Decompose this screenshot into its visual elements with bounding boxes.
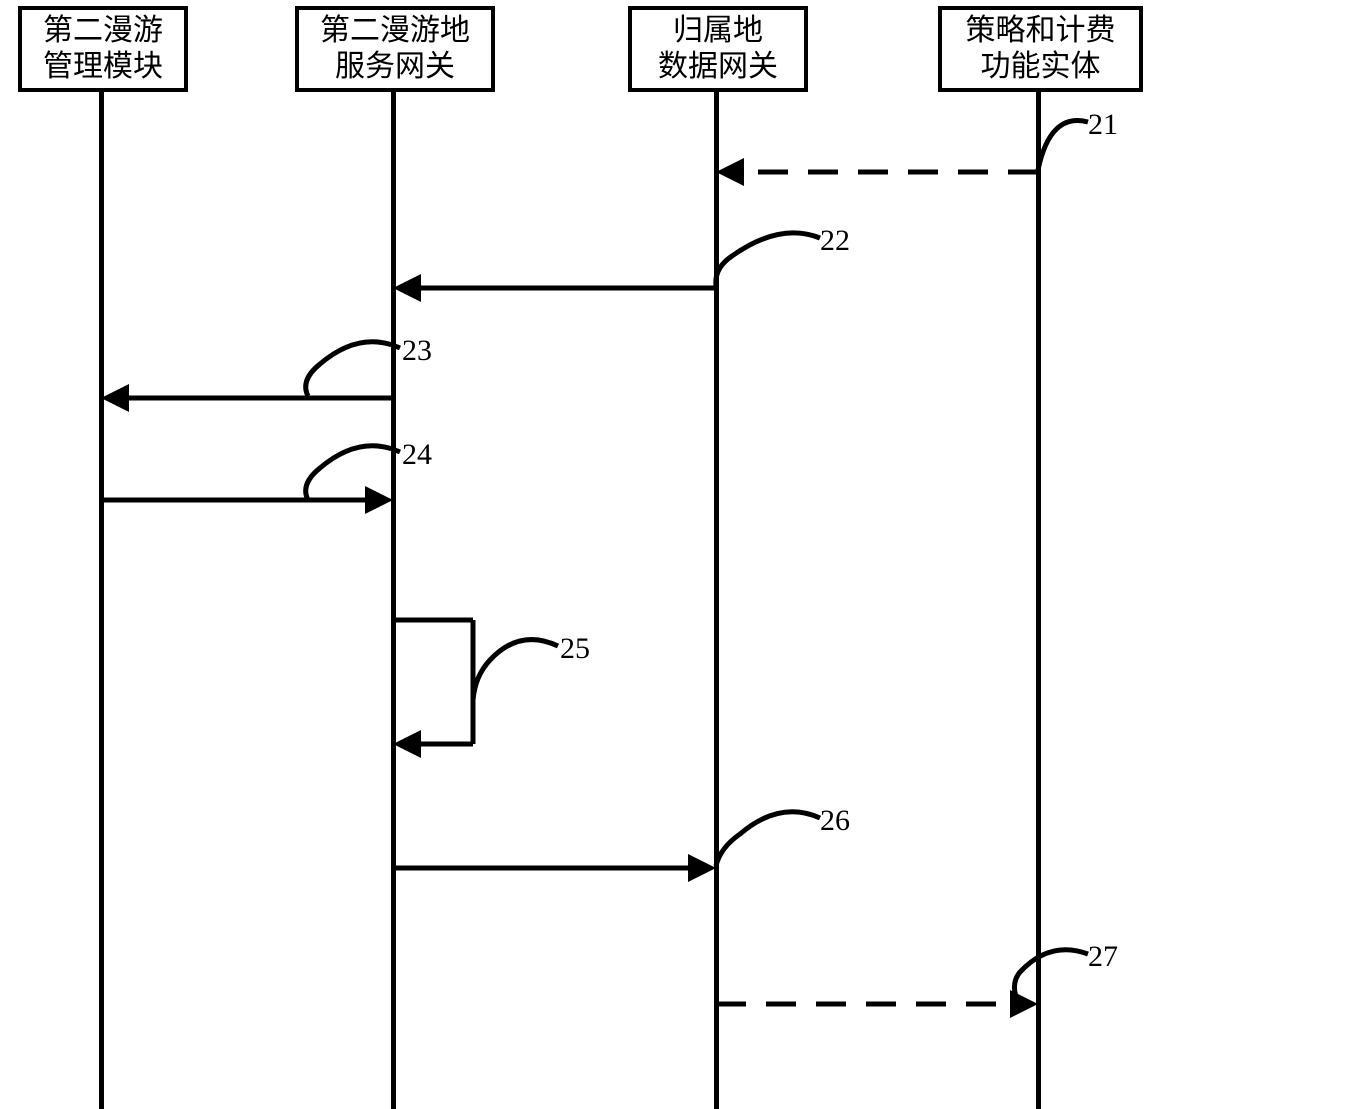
arrowhead-icon — [716, 158, 744, 186]
arrowhead-icon — [393, 730, 421, 758]
message-label-27: 27 — [1088, 940, 1118, 974]
lead-curve-26 — [716, 812, 820, 866]
lifeline-3 — [714, 92, 719, 1109]
arrowhead-icon — [1010, 990, 1038, 1018]
lead-curve-25 — [473, 640, 558, 700]
participant-box-1: 第二漫游管理模块 — [18, 6, 188, 92]
lead-curve-24 — [306, 446, 400, 500]
message-label-26: 26 — [820, 804, 850, 838]
participant-label: 策略和计费功能实体 — [966, 13, 1116, 85]
arrowhead-icon — [688, 854, 716, 882]
sequence-diagram: 第二漫游管理模块 第二漫游地服务网关 归属地数据网关 策略和计费功能实体 — [0, 0, 1363, 1109]
participant-box-2: 第二漫游地服务网关 — [295, 6, 495, 92]
lifeline-2 — [391, 92, 396, 1109]
message-label-24: 24 — [402, 438, 432, 472]
message-label-21: 21 — [1088, 108, 1118, 142]
arrowhead-icon — [365, 486, 393, 514]
lead-curve-21 — [1038, 121, 1088, 170]
participant-label: 归属地数据网关 — [658, 13, 778, 85]
arrows-overlay — [0, 0, 1363, 1109]
lifeline-4 — [1036, 92, 1041, 1109]
message-label-22: 22 — [820, 224, 850, 258]
lead-curve-22 — [716, 233, 820, 286]
participant-box-3: 归属地数据网关 — [628, 6, 808, 92]
participant-label: 第二漫游地服务网关 — [320, 13, 470, 85]
message-label-25: 25 — [560, 632, 590, 666]
participant-label: 第二漫游管理模块 — [43, 13, 163, 85]
participant-box-4: 策略和计费功能实体 — [938, 6, 1143, 92]
arrowhead-icon — [393, 274, 421, 302]
message-label-23: 23 — [402, 334, 432, 368]
arrowhead-icon — [101, 384, 129, 412]
lead-curve-23 — [306, 342, 400, 396]
lifeline-1 — [99, 92, 104, 1109]
lead-curve-27 — [1014, 950, 1088, 1002]
